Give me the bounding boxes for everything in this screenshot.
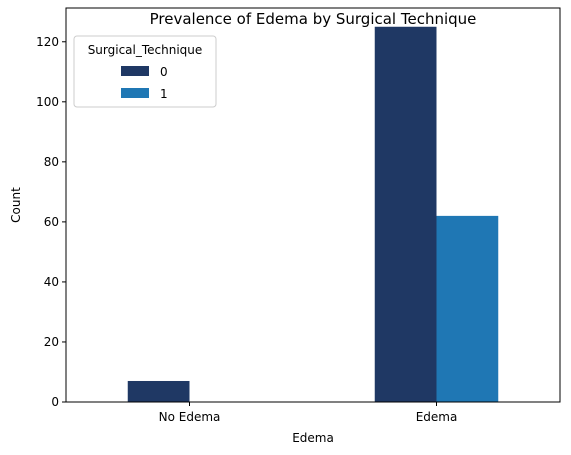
x-tick-label: Edema [416,410,458,424]
x-tick-label: No Edema [159,410,221,424]
y-tick-label: 100 [36,95,59,109]
bar-series-1-edema [436,215,499,402]
plot-frame [65,7,561,403]
bar-series-0-edema [374,26,437,403]
chart-title: Prevalence of Edema by Surgical Techniqu… [150,10,477,28]
legend-title: Surgical_Technique [88,43,203,57]
y-axis-label: Count [9,187,23,223]
legend-label-1: 1 [160,87,168,101]
y-tick-label: 40 [44,275,59,289]
x-axis: No Edema Edema [159,402,458,424]
y-axis: 0 20 40 60 80 100 120 [36,35,66,409]
y-tick-label: 120 [36,35,59,49]
bars [127,26,499,403]
x-axis-label: Edema [292,431,334,445]
legend: Surgical_Technique 0 1 [73,35,217,108]
legend-swatch-0 [121,66,149,76]
bar-series-0-no-edema [127,380,190,402]
y-tick-label: 60 [44,215,59,229]
y-tick-label: 20 [44,335,59,349]
y-tick-label: 80 [44,155,59,169]
legend-swatch-1 [121,88,149,98]
legend-label-0: 0 [160,65,168,79]
y-tick-label: 0 [51,395,59,409]
